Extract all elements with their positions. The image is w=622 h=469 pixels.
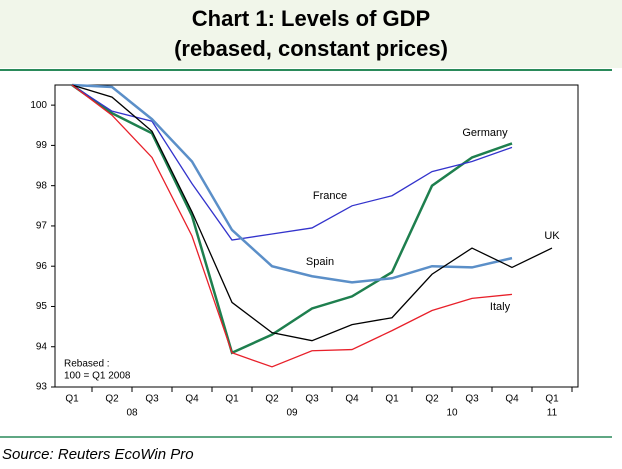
y-tick-label: 96 [36, 261, 48, 272]
y-tick-label: 93 [36, 382, 48, 393]
x-tick-label: Q2 [105, 394, 119, 405]
chart-title: Chart 1: Levels of GDP [192, 6, 430, 31]
x-tick-label: Q1 [545, 394, 559, 405]
series-line [71, 84, 513, 368]
y-tick-label: 99 [36, 140, 48, 151]
series-line [71, 83, 513, 355]
series-line [71, 84, 513, 241]
y-tick-label: 100 [30, 100, 47, 111]
title-band [0, 0, 622, 68]
source: Source: Reuters EcoWin Pro [2, 446, 194, 463]
x-tick-label: Q2 [265, 394, 279, 405]
x-tick-label: Q1 [65, 394, 79, 405]
note: Rebased : [64, 359, 110, 370]
y-tick-label: 95 [36, 301, 48, 312]
year-label: 10 [446, 408, 458, 419]
note: 100 = Q1 2008 [64, 371, 131, 382]
series-line [71, 83, 513, 284]
chart-subtitle: (rebased, constant prices) [174, 36, 448, 61]
series-label: Spain [306, 256, 334, 268]
x-tick-label: Q4 [505, 394, 519, 405]
plot-frame [54, 84, 579, 388]
year-label: 09 [286, 408, 298, 419]
x-tick-label: Q1 [385, 394, 399, 405]
series-line [71, 84, 553, 342]
series-label: France [313, 190, 347, 202]
y-tick-label: 98 [36, 180, 48, 191]
x-tick-label: Q1 [225, 394, 239, 405]
x-tick-label: Q3 [145, 394, 159, 405]
series-label: Italy [490, 301, 511, 313]
year-label: 11 [547, 408, 558, 419]
series-label: Germany [462, 127, 508, 139]
x-tick-label: Q4 [345, 394, 359, 405]
year-label: 08 [126, 408, 138, 419]
x-tick-label: Q2 [425, 394, 439, 405]
y-tick-label: 94 [36, 341, 48, 352]
series-label: UK [544, 230, 560, 242]
y-tick-label: 97 [36, 221, 48, 232]
x-tick-label: Q3 [305, 394, 319, 405]
x-tick-label: Q3 [465, 394, 479, 405]
x-tick-label: Q4 [185, 394, 199, 405]
